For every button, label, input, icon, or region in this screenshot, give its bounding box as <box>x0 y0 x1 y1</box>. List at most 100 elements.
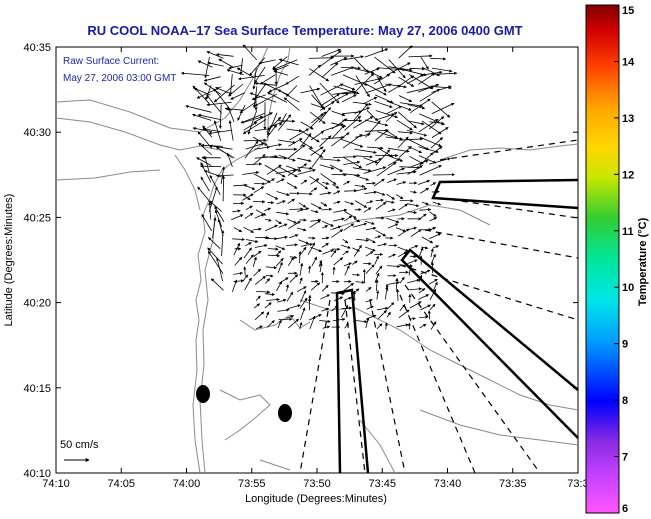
current-vector <box>418 118 439 133</box>
current-vector <box>352 260 358 265</box>
current-vector <box>267 200 275 205</box>
current-vector <box>342 173 361 177</box>
current-vector <box>343 180 351 185</box>
current-vector <box>396 323 409 328</box>
current-vector <box>286 182 298 189</box>
current-vector <box>242 44 258 61</box>
current-vector <box>366 181 376 185</box>
current-vector <box>310 146 324 156</box>
current-vector <box>355 187 368 192</box>
current-vector <box>310 178 320 185</box>
current-vector <box>353 116 374 129</box>
current-vector <box>218 104 222 129</box>
current-vector <box>407 104 426 110</box>
current-vector <box>310 210 319 214</box>
current-vector <box>287 318 300 329</box>
current-vector <box>408 159 429 169</box>
current-vector <box>267 143 282 148</box>
current-vector <box>207 250 224 275</box>
current-vector <box>273 64 289 72</box>
current-vector <box>267 247 279 251</box>
current-vector <box>332 155 357 159</box>
current-vector <box>431 85 452 93</box>
current-vector <box>365 158 383 166</box>
current-vector <box>398 76 415 87</box>
current-annotation-line2: May 27, 2006 03:00 GMT <box>63 73 176 84</box>
current-vector <box>319 101 335 111</box>
current-vector <box>410 229 422 237</box>
current-vector <box>209 174 221 195</box>
current-vector <box>363 207 372 213</box>
current-vector <box>429 217 438 222</box>
current-vector <box>344 201 355 205</box>
current-vector <box>420 304 431 311</box>
current-vector <box>355 319 368 324</box>
current-vector <box>215 87 232 95</box>
current-vector <box>263 83 289 96</box>
current-vector <box>321 242 329 248</box>
current-vector <box>427 310 431 320</box>
current-vector <box>252 136 268 146</box>
current-vector <box>239 101 256 114</box>
current-vector <box>409 155 424 165</box>
current-vector <box>365 120 381 138</box>
current-vector <box>253 268 261 277</box>
x-tick-label: 73:50 <box>303 478 331 490</box>
current-vector <box>363 166 387 174</box>
current-vector <box>407 120 425 126</box>
y-tick-label: 40:15 <box>23 383 51 395</box>
current-vector <box>264 278 271 284</box>
current-vector <box>253 303 261 309</box>
current-vector <box>310 282 321 291</box>
map-plot-area: 50 cm/s Raw Surface Current: May 27, 200… <box>55 44 579 474</box>
current-vector <box>239 58 243 76</box>
current-vector <box>277 261 283 273</box>
current-vector <box>310 130 325 141</box>
current-vector <box>385 111 398 122</box>
current-vector <box>296 227 307 232</box>
current-vector <box>272 59 298 71</box>
current-vector <box>242 119 267 134</box>
current-vector <box>264 178 275 185</box>
current-vector <box>432 245 440 249</box>
plot-frame <box>55 46 579 474</box>
current-vector <box>387 167 405 176</box>
current-vector <box>203 82 222 95</box>
current-vector <box>419 208 432 212</box>
current-vector <box>418 288 426 294</box>
x-tick-label: 73:40 <box>434 478 462 490</box>
current-vector <box>428 278 438 285</box>
current-vector <box>354 184 366 188</box>
current-vector <box>310 187 318 193</box>
current-vector <box>227 107 235 123</box>
current-vector <box>344 189 358 193</box>
current-vector <box>253 186 265 194</box>
current-vector <box>297 157 312 163</box>
scale-label: 50 cm/s <box>60 439 99 451</box>
current-vector <box>264 292 276 297</box>
current-vector <box>308 64 322 76</box>
colorbar-tick-label: 15 <box>622 5 634 17</box>
current-vector <box>332 266 336 275</box>
current-vector <box>221 229 225 257</box>
current-vector <box>419 323 427 329</box>
current-vector <box>226 69 244 76</box>
island-marker <box>196 385 210 403</box>
current-vector <box>208 186 218 212</box>
current-vector <box>398 203 408 211</box>
current-vector <box>320 202 328 207</box>
current-vector <box>214 209 223 228</box>
current-vector <box>330 66 355 76</box>
current-vector <box>377 310 387 320</box>
current-vector <box>374 255 379 265</box>
current-vector <box>226 152 233 168</box>
current-vector <box>278 119 296 123</box>
current-vector <box>256 325 263 330</box>
current-vector <box>428 157 451 165</box>
current-vector <box>180 71 210 76</box>
current-vector <box>429 211 437 217</box>
current-vector <box>275 250 282 256</box>
current-vector <box>206 101 232 107</box>
current-vector <box>243 247 252 259</box>
